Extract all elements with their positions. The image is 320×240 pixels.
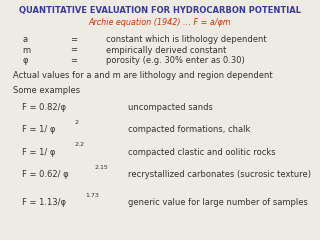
Text: empirically derived constant: empirically derived constant	[106, 46, 226, 55]
Text: =: =	[70, 56, 77, 66]
Text: compacted formations, chalk: compacted formations, chalk	[128, 125, 250, 134]
Text: Actual values for a and m are lithology and region dependent: Actual values for a and m are lithology …	[13, 71, 272, 80]
Text: F = 1.13/φ: F = 1.13/φ	[22, 198, 67, 207]
Text: a: a	[22, 35, 28, 44]
Text: 2: 2	[75, 120, 79, 125]
Text: recrystallized carbonates (sucrosic texture): recrystallized carbonates (sucrosic text…	[128, 170, 311, 180]
Text: m: m	[22, 46, 30, 55]
Text: uncompacted sands: uncompacted sands	[128, 103, 213, 112]
Text: constant which is lithology dependent: constant which is lithology dependent	[106, 35, 266, 44]
Text: F = 1/ φ: F = 1/ φ	[22, 148, 56, 156]
Text: F = 0.62/ φ: F = 0.62/ φ	[22, 170, 69, 180]
Text: Archie equation (1942) … F = a/φm: Archie equation (1942) … F = a/φm	[89, 18, 231, 27]
Text: =: =	[70, 46, 77, 55]
Text: compacted clastic and oolitic rocks: compacted clastic and oolitic rocks	[128, 148, 276, 156]
Text: QUANTITATIVE EVALUATION FOR HYDROCARBON POTENTIAL: QUANTITATIVE EVALUATION FOR HYDROCARBON …	[19, 6, 301, 15]
Text: generic value for large number of samples: generic value for large number of sample…	[128, 198, 308, 207]
Text: porosity (e.g. 30% enter as 0.30): porosity (e.g. 30% enter as 0.30)	[106, 56, 244, 66]
Text: 1.73: 1.73	[86, 193, 100, 198]
Text: =: =	[70, 35, 77, 44]
Text: Some examples: Some examples	[13, 86, 80, 96]
Text: 2.2: 2.2	[75, 142, 84, 147]
Text: F = 0.82/φ: F = 0.82/φ	[22, 103, 67, 112]
Text: φ: φ	[22, 56, 28, 66]
Text: F = 1/ φ: F = 1/ φ	[22, 125, 56, 134]
Text: 2.15: 2.15	[94, 165, 108, 170]
